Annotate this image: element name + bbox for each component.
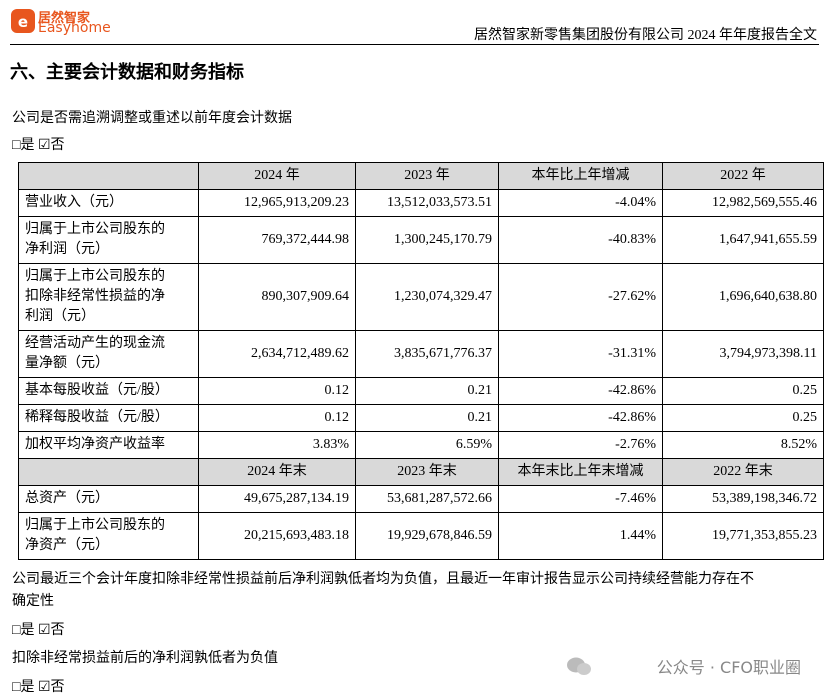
value-cell: 1,300,245,170.79 [355, 216, 499, 264]
row-label: 归属于上市公司股东的 净资产（元） [18, 512, 199, 560]
header-cell: 本年末比上年末增减 [498, 458, 663, 486]
row-label: 归属于上市公司股东的 净利润（元） [18, 216, 199, 264]
value-cell: 19,771,353,855.23 [662, 512, 824, 560]
value-cell: 2,634,712,489.62 [198, 330, 356, 378]
header-cell [18, 458, 199, 486]
value-cell: 3,835,671,776.37 [355, 330, 499, 378]
row-label-line: 扣除非经常性损益的净 [25, 289, 165, 304]
data-row: 营业收入（元） 12,965,913,209.23 13,512,033,573.5… [18, 189, 824, 217]
value-cell: 0.25 [662, 404, 824, 432]
row-label: 基本每股收益（元/股） [18, 377, 199, 405]
row-label-line: 加权平均净资产收益率 [25, 437, 165, 452]
value-cell: 3,794,973,398.11 [662, 330, 824, 378]
header-cell: 2023 年末 [355, 458, 499, 486]
value-cell: 19,929,678,846.59 [355, 512, 499, 560]
value-cell: 12,982,569,555.46 [662, 189, 824, 217]
value-cell: -27.62% [498, 263, 663, 331]
watermark-icon [567, 657, 591, 675]
question: 确定性 [12, 594, 54, 609]
row-label-line: 归属于上市公司股东的 [25, 518, 165, 533]
value-cell: 769,372,444.98 [198, 216, 356, 264]
value-cell: -31.31% [498, 330, 663, 378]
data-row: 总资产（元） 49,675,287,134.19 53,681,287,572.66… [18, 485, 824, 513]
value-cell: 0.21 [355, 404, 499, 432]
svg-text:e: e [18, 13, 28, 31]
data-row: 归属于上市公司股东的 净利润（元） 769,372,444.98 1,300,245,… [18, 216, 824, 264]
value-cell: 13,512,033,573.51 [355, 189, 499, 217]
value-cell: 12,965,913,209.23 [198, 189, 356, 217]
row-label-line: 净利润（元） [25, 242, 109, 257]
header-title: 居然智家新零售集团股份有限公司 2024 年年度报告全文 [474, 28, 817, 43]
row-label-line: 净资产（元） [25, 538, 109, 553]
value-cell: -7.46% [498, 485, 663, 513]
value-cell: 0.12 [198, 377, 356, 405]
header-cell: 2024 年 [198, 162, 356, 190]
value-cell: 3.83% [198, 431, 356, 459]
value-cell: 6.59% [355, 431, 499, 459]
data-row: 归属于上市公司股东的 扣除非经常性损益的净 利润（元） 890,307,909.64 1… [18, 263, 824, 331]
row-label-line: 总资产（元） [25, 491, 109, 506]
logo-icon: e [11, 9, 35, 33]
data-row: 归属于上市公司股东的 净资产（元） 20,215,693,483.18 19,929,… [18, 512, 824, 560]
header-cell: 2022 年末 [662, 458, 824, 486]
answer: □是 ☑否 [12, 623, 65, 638]
row-label-line: 利润（元） [25, 309, 95, 324]
answer: □是 ☑否 [12, 680, 65, 695]
value-cell: 890,307,909.64 [198, 263, 356, 331]
value-cell: 0.25 [662, 377, 824, 405]
header-cell: 本年比上年增减 [498, 162, 663, 190]
value-cell: -42.86% [498, 377, 663, 405]
value-cell: -4.04% [498, 189, 663, 217]
row-label: 加权平均净资产收益率 [18, 431, 199, 459]
row-label-line: 营业收入（元） [25, 195, 123, 210]
row-label: 营业收入（元） [18, 189, 199, 217]
value-cell: 1.44% [498, 512, 663, 560]
header-row: 2024 年末 2023 年末 本年末比上年末增减 2022 年末 [18, 458, 824, 486]
value-cell: 0.12 [198, 404, 356, 432]
header-cell [18, 162, 199, 190]
data-row: 经营活动产生的现金流 量净额（元） 2,634,712,489.62 3,835,67… [18, 330, 824, 378]
value-cell: -2.76% [498, 431, 663, 459]
question: 公司是否需追溯调整或重述以前年度会计数据 [12, 111, 292, 126]
answer: □是 ☑否 [12, 138, 65, 153]
value-cell: 20,215,693,483.18 [198, 512, 356, 560]
data-row: 稀释每股收益（元/股） 0.12 0.21 -42.86% 0.25 [18, 404, 824, 432]
row-label-line: 基本每股收益（元/股） [25, 383, 169, 398]
row-label: 总资产（元） [18, 485, 199, 513]
logo-text: 居然智家 [38, 11, 91, 26]
question: 公司最近三个会计年度扣除非经常性损益前后净利润孰低者均为负值，且最近一年审计报告… [12, 572, 754, 587]
question: 扣除非经常损益前后的净利润孰低者为负值 [12, 651, 278, 666]
value-cell: 8.52% [662, 431, 824, 459]
value-cell: 0.21 [355, 377, 499, 405]
value-cell: 1,230,074,329.47 [355, 263, 499, 331]
row-label-line: 归属于上市公司股东的 [25, 269, 165, 284]
data-row: 基本每股收益（元/股） 0.12 0.21 -42.86% 0.25 [18, 377, 824, 405]
financial-table: 2024 年 2023 年本年比上年增减 2022 年营业收入（元） 12,965,9… [18, 162, 824, 560]
value-cell: 49,675,287,134.19 [198, 485, 356, 513]
row-label-line: 稀释每股收益（元/股） [25, 410, 169, 425]
value-cell: -42.86% [498, 404, 663, 432]
value-cell: -40.83% [498, 216, 663, 264]
header-cell: 2022 年 [662, 162, 824, 190]
row-label-line: 经营活动产生的现金流 [25, 336, 165, 351]
header-rule [10, 44, 819, 45]
value-cell: 1,647,941,655.59 [662, 216, 824, 264]
row-label: 稀释每股收益（元/股） [18, 404, 199, 432]
row-label: 经营活动产生的现金流 量净额（元） [18, 330, 199, 378]
value-cell: 53,681,287,572.66 [355, 485, 499, 513]
row-label: 归属于上市公司股东的 扣除非经常性损益的净 利润（元） [18, 263, 199, 331]
header-row: 2024 年 2023 年本年比上年增减 2022 年 [18, 162, 824, 190]
value-cell: 1,696,640,638.80 [662, 263, 824, 331]
row-label-line: 归属于上市公司股东的 [25, 222, 165, 237]
value-cell: 53,389,198,346.72 [662, 485, 824, 513]
section-title: 六、主要会计数据和财务指标 [10, 62, 244, 82]
header-cell: 2023 年 [355, 162, 499, 190]
header-cell: 2024 年末 [198, 458, 356, 486]
row-label-line: 量净额（元） [25, 356, 109, 371]
logo-text: Easyhome [38, 20, 111, 36]
data-row: 加权平均净资产收益率 3.83% 6.59% -2.76% 8.52% [18, 431, 824, 459]
watermark: 公众号 · CFO职业圈 [656, 658, 801, 677]
